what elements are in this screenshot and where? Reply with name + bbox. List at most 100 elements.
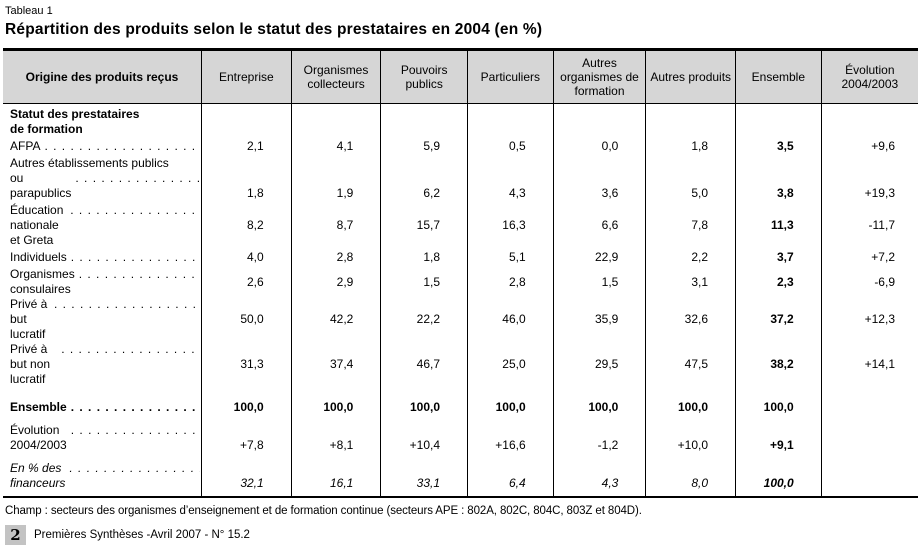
cell-value-evolution: +7,2 bbox=[820, 248, 918, 267]
column-header-origine: Origine des produits reçus bbox=[3, 48, 202, 104]
cell-value: 1,5 bbox=[380, 267, 468, 297]
column-header-pouvoirs-publics: Pouvoirs publics bbox=[380, 48, 468, 104]
cell-value: 6,2 bbox=[380, 156, 468, 203]
cell-value: 35,9 bbox=[552, 297, 646, 342]
cell-value-ensemble: 3,8 bbox=[735, 156, 822, 203]
row-label: Individuels bbox=[3, 248, 202, 267]
cell-value-evolution: +19,3 bbox=[820, 156, 918, 203]
scope-footnote: Champ : secteurs des organismes d’enseig… bbox=[5, 505, 642, 517]
cell-value: +16,6 bbox=[467, 415, 554, 453]
cell-value: 1,8 bbox=[645, 137, 736, 156]
cell-value-evolution: +9,6 bbox=[820, 137, 918, 156]
dot-leader bbox=[71, 400, 200, 415]
cell-value-evolution: -6,9 bbox=[820, 267, 918, 297]
cell-value: 42,2 bbox=[290, 297, 381, 342]
column-header-organismes-collecteurs: Organismes collecteurs bbox=[290, 48, 381, 104]
cell-value: 5,1 bbox=[467, 248, 554, 267]
cell-value: 46,7 bbox=[380, 342, 468, 387]
table-row-autres-etablissements: Autres établissements publics ou parapub… bbox=[3, 156, 918, 203]
cell-value-evolution bbox=[820, 453, 918, 498]
row-label: Autres établissements publics ou parapub… bbox=[3, 156, 202, 203]
table-row-ensemble-total: Ensemble 100,0 100,0 100,0 100,0 100,0 1… bbox=[3, 387, 918, 415]
row-label: Organismes consulaires bbox=[3, 267, 202, 297]
cell-value: 2,8 bbox=[290, 248, 381, 267]
cell-value: 2,6 bbox=[201, 267, 292, 297]
dot-leader bbox=[71, 250, 200, 265]
cell-value-evolution: +12,3 bbox=[820, 297, 918, 342]
dot-leader bbox=[79, 267, 200, 282]
dot-leader bbox=[44, 139, 200, 154]
cell-value: 4,3 bbox=[467, 156, 554, 203]
cell-value: +10,4 bbox=[380, 415, 468, 453]
cell-value: 15,7 bbox=[380, 203, 468, 248]
cell-value: 32,1 bbox=[201, 453, 292, 498]
publication-title: Premières Synthèses -Avril 2007 - N° 15.… bbox=[34, 529, 250, 541]
cell-value: +8,1 bbox=[290, 415, 381, 453]
cell-value: 0,5 bbox=[467, 137, 554, 156]
table-row-pct-financeurs: En % des financeurs 32,1 16,1 33,1 6,4 4… bbox=[3, 453, 918, 498]
cell-value: 7,8 bbox=[645, 203, 736, 248]
cell-value-evolution: +14,1 bbox=[820, 342, 918, 387]
title-block: Tableau 1 Répartition des produits selon… bbox=[0, 0, 919, 39]
statistics-table: Origine des produits reçus Entreprise Or… bbox=[3, 48, 918, 498]
row-label: AFPA bbox=[3, 137, 202, 156]
cell-value-ensemble: 100,0 bbox=[735, 453, 822, 498]
cell-value: 25,0 bbox=[467, 342, 554, 387]
cell-value: 29,5 bbox=[552, 342, 646, 387]
cell-value: 2,2 bbox=[645, 248, 736, 267]
cell-value: 2,9 bbox=[290, 267, 381, 297]
table-row-afpa: AFPA 2,1 4,1 5,9 0,5 0,0 1,8 3,5 +9,6 bbox=[3, 137, 918, 156]
cell-value-ensemble: 3,7 bbox=[735, 248, 822, 267]
cell-value: 32,6 bbox=[645, 297, 736, 342]
cell-value: +10,0 bbox=[645, 415, 736, 453]
cell-value: 100,0 bbox=[201, 387, 292, 415]
cell-value: 16,1 bbox=[290, 453, 381, 498]
cell-value-ensemble: 11,3 bbox=[735, 203, 822, 248]
cell-value: 100,0 bbox=[552, 387, 646, 415]
column-header-ensemble: Ensemble bbox=[735, 48, 822, 104]
cell-value: 4,0 bbox=[201, 248, 292, 267]
table-row-prive-lucratif: Privé à but lucratif 50,0 42,2 22,2 46,0… bbox=[3, 297, 918, 342]
document-page: Tableau 1 Répartition des produits selon… bbox=[0, 0, 919, 410]
cell-value: 100,0 bbox=[467, 387, 554, 415]
cell-value-ensemble: 37,2 bbox=[735, 297, 822, 342]
cell-value: 6,4 bbox=[467, 453, 554, 498]
table-header-row: Origine des produits reçus Entreprise Or… bbox=[3, 48, 918, 104]
page-title: Répartition des produits selon le statut… bbox=[5, 21, 543, 38]
cell-value-evolution bbox=[820, 415, 918, 453]
cell-value: 0,0 bbox=[552, 137, 646, 156]
cell-value: 8,0 bbox=[645, 453, 736, 498]
cell-value: 100,0 bbox=[290, 387, 381, 415]
cell-value: 8,7 bbox=[290, 203, 381, 248]
page-number-badge: 2 bbox=[5, 525, 26, 545]
dot-leader bbox=[61, 342, 200, 357]
cell-value-evolution: -11,7 bbox=[820, 203, 918, 248]
row-label: En % des financeurs bbox=[3, 453, 202, 498]
row-label: Privé à but non lucratif bbox=[3, 342, 202, 387]
cell-value: 100,0 bbox=[645, 387, 736, 415]
cell-value: 2,8 bbox=[467, 267, 554, 297]
table-row-evolution: Évolution 2004/2003 +7,8 +8,1 +10,4 +16,… bbox=[3, 415, 918, 453]
cell-value: 3,6 bbox=[552, 156, 646, 203]
section-header-row: Statut des prestataires de formation bbox=[3, 103, 918, 137]
cell-value: 6,6 bbox=[552, 203, 646, 248]
cell-value-ensemble: 38,2 bbox=[735, 342, 822, 387]
table-row-education-nationale: Éducation nationale et Greta 8,2 8,7 15,… bbox=[3, 203, 918, 248]
cell-value-ensemble: 100,0 bbox=[735, 387, 822, 415]
column-header-entreprise: Entreprise bbox=[201, 48, 292, 104]
cell-value: 1,5 bbox=[552, 267, 646, 297]
column-header-autres-organismes: Autres organismes de formation bbox=[552, 48, 646, 104]
cell-value: 8,2 bbox=[201, 203, 292, 248]
row-label: Évolution 2004/2003 bbox=[3, 415, 202, 453]
cell-value: 46,0 bbox=[467, 297, 554, 342]
cell-value: +7,8 bbox=[201, 415, 292, 453]
cell-value-ensemble: +9,1 bbox=[735, 415, 822, 453]
cell-value: 22,9 bbox=[552, 248, 646, 267]
cell-value: 4,3 bbox=[552, 453, 646, 498]
dot-leader bbox=[75, 171, 200, 186]
cell-value: 100,0 bbox=[380, 387, 468, 415]
cell-value: 16,3 bbox=[467, 203, 554, 248]
cell-value: 22,2 bbox=[380, 297, 468, 342]
cell-value: 1,8 bbox=[380, 248, 468, 267]
cell-value: 2,1 bbox=[201, 137, 292, 156]
